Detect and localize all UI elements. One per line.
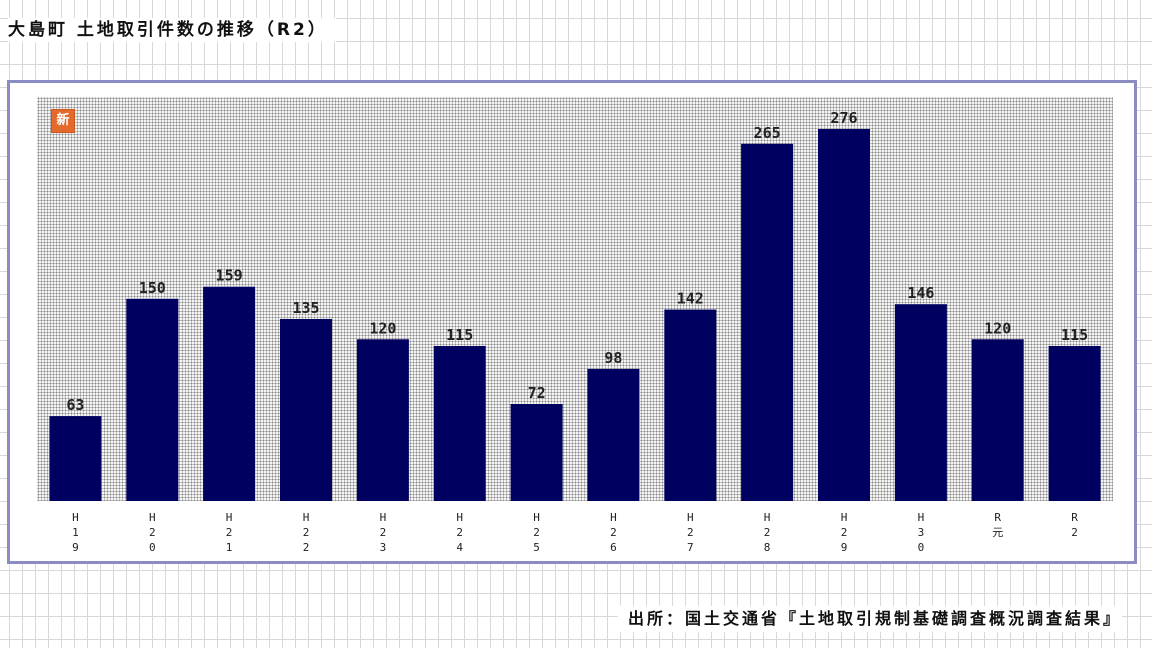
bar-H23 [356, 339, 409, 501]
data-label-H27: 142 [677, 290, 704, 308]
data-label-H29: 276 [830, 109, 857, 127]
data-label-R元: 120 [984, 319, 1011, 337]
data-label-H22: 135 [292, 299, 319, 317]
bar-H28 [741, 143, 794, 502]
page-title: 大島町 土地取引件数の推移（R2） [8, 18, 336, 42]
bar-H29 [818, 129, 870, 501]
chart-frame: 新 63 H 1 9 150 H 2 0 159 H 2 1 135 H 2 2 120 H 2 3 115 H 2 4 72 H… [7, 80, 1137, 564]
data-label-H23: 120 [369, 319, 396, 337]
data-label-H19: 63 [66, 396, 84, 414]
new-badge: 新 [51, 109, 75, 133]
bar-R元 [971, 339, 1024, 501]
bar-H19 [49, 416, 102, 501]
bar-H24 [433, 346, 486, 501]
bar-H22 [280, 319, 332, 501]
source-note: 出所：国土交通省『土地取引規制基礎調査概況調査結果』 [617, 606, 1122, 632]
bar-H30 [894, 304, 947, 501]
bar-H20 [126, 298, 179, 501]
bar-chart: 63 H 1 9 150 H 2 0 159 H 2 1 135 H 2 2 120 H 2 3 115 H 2 4 72 H 2 5… [49, 109, 1101, 554]
data-label-H28: 265 [754, 124, 781, 142]
data-label-H21: 159 [216, 267, 243, 285]
bar-H25 [510, 404, 563, 501]
bar-H26 [587, 368, 640, 501]
data-label-R2: 115 [1061, 326, 1088, 344]
bar-R2 [1048, 346, 1101, 501]
data-label-H30: 146 [907, 284, 934, 302]
data-label-H26: 98 [604, 349, 622, 367]
data-label-H20: 150 [139, 279, 166, 297]
data-label-H24: 115 [446, 326, 473, 344]
data-label-H25: 72 [528, 384, 546, 402]
bar-H27 [664, 309, 717, 501]
bar-H21 [203, 286, 256, 501]
